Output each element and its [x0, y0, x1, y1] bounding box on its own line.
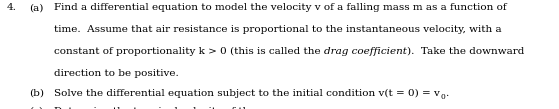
Text: .: .	[445, 89, 448, 98]
Text: time.  Assume that air resistance is proportional to the instantaneous velocity,: time. Assume that air resistance is prop…	[54, 25, 502, 34]
Text: Solve the differential equation subject to the initial condition v(t = 0) = v: Solve the differential equation subject …	[54, 89, 440, 98]
Text: (b): (b)	[29, 89, 44, 98]
Text: constant of proportionality k > 0 (this is called the: constant of proportionality k > 0 (this …	[54, 47, 324, 56]
Text: (c): (c)	[29, 107, 43, 109]
Text: 0: 0	[440, 93, 445, 101]
Text: Determine the terminal velocity of the mass.: Determine the terminal velocity of the m…	[54, 107, 289, 109]
Text: Find a differential equation to model the velocity v of a falling mass m as a fu: Find a differential equation to model th…	[54, 3, 507, 12]
Text: drag coefficient: drag coefficient	[324, 47, 407, 56]
Text: (a): (a)	[29, 3, 44, 12]
Text: direction to be positive.: direction to be positive.	[54, 69, 179, 78]
Text: 4.: 4.	[7, 3, 17, 12]
Text: ).  Take the downward: ). Take the downward	[407, 47, 524, 56]
